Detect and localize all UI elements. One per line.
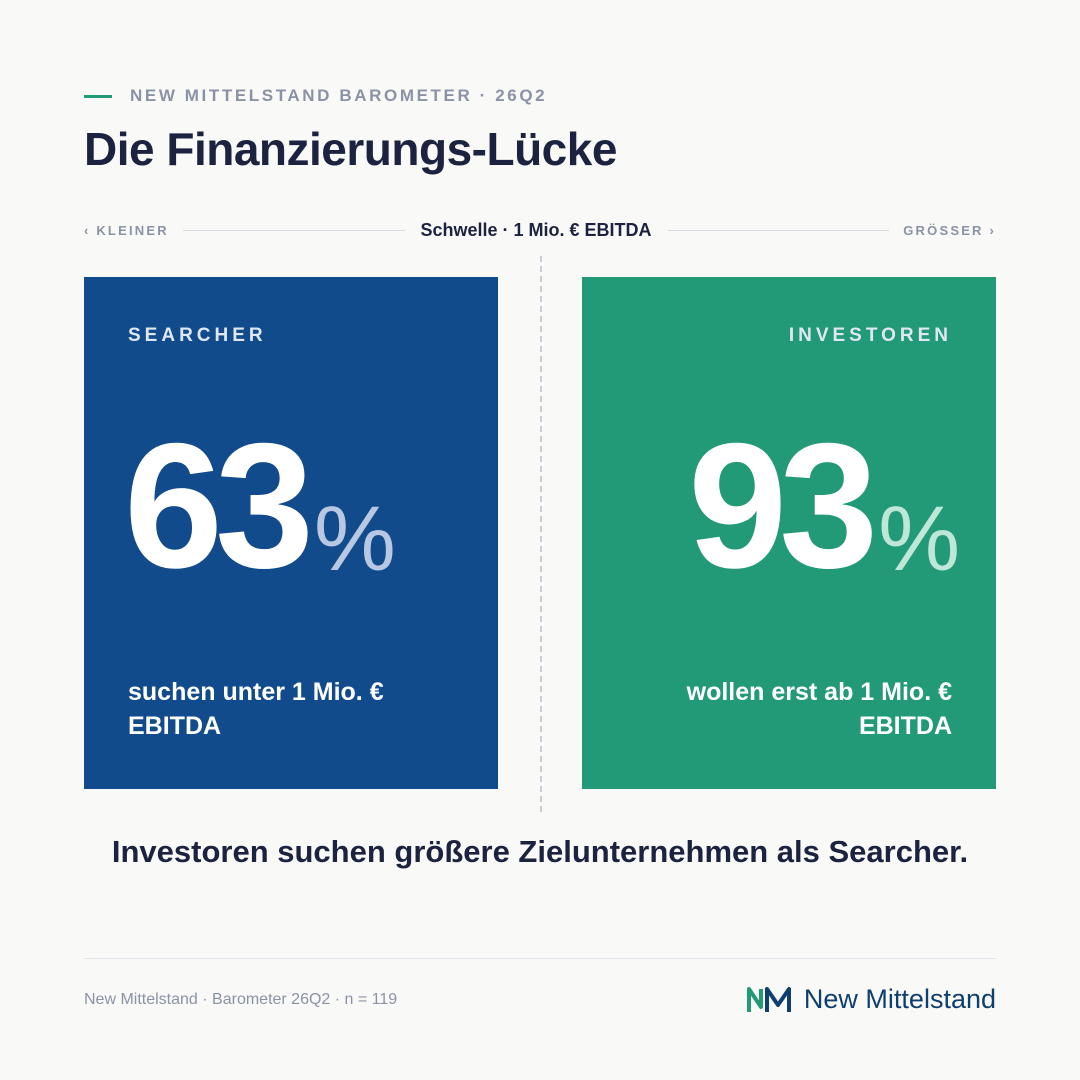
scale-right-label: GRÖSSER › <box>903 222 996 238</box>
brand-logo: New Mittelstand <box>746 984 996 1015</box>
size-scale: ‹ KLEINER Schwelle · 1 Mio. € EBITDA GRÖ… <box>84 216 996 244</box>
investor-card-label: INVESTOREN <box>788 325 952 346</box>
scale-threshold-label: Schwelle · 1 Mio. € EBITDA <box>420 219 652 240</box>
brand-mark-icon <box>746 986 791 1012</box>
searcher-card-description: suchen unter 1 Mio. € EBITDA <box>128 678 384 740</box>
searcher-stat: 63 % <box>124 417 396 595</box>
eyebrow: NEW MITTELSTAND BAROMETER · 26Q2 <box>84 86 547 106</box>
footer-divider <box>84 958 996 959</box>
investor-card: INVESTOREN 93 % wollen erst ab 1 Mio. € … <box>582 277 996 789</box>
scale-line-right <box>667 229 890 231</box>
page-title: Die Finanzierungs-Lücke <box>84 123 617 175</box>
scale-left-label: ‹ KLEINER <box>84 222 169 238</box>
searcher-card: SEARCHER 63 % suchen unter 1 Mio. € EBIT… <box>84 277 498 789</box>
eyebrow-accent-rule <box>84 94 112 98</box>
investor-stat: 93 % <box>688 417 960 595</box>
eyebrow-text: NEW MITTELSTAND BAROMETER · 26Q2 <box>130 86 548 105</box>
conclusion-text: Investoren suchen größere Zielunternehme… <box>111 834 969 869</box>
footer-source: New Mittelstand · Barometer 26Q2 · n = 1… <box>84 991 398 1008</box>
searcher-stat-unit: % <box>314 488 396 590</box>
investor-stat-value: 93 <box>688 406 878 605</box>
searcher-stat-value: 63 <box>124 406 314 605</box>
searcher-card-label: SEARCHER <box>128 325 267 346</box>
investor-stat-unit: % <box>878 488 960 590</box>
scale-line-left <box>182 229 405 231</box>
threshold-divider <box>540 256 542 812</box>
brand-name: New Mittelstand <box>803 984 996 1014</box>
investor-card-description: wollen erst ab 1 Mio. € EBITDA <box>686 678 952 740</box>
